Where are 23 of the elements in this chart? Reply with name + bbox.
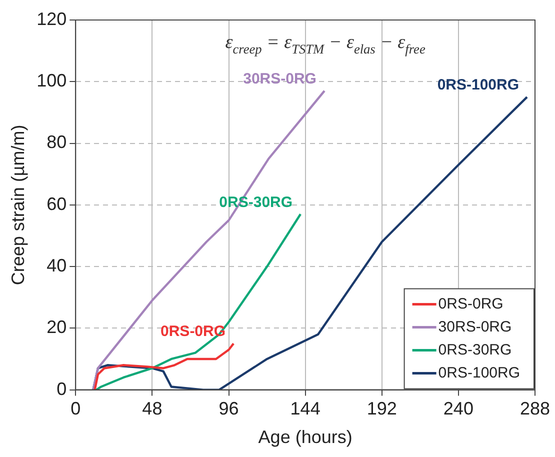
legend-label: 0RS-30RG [438,341,512,358]
legend-label: 0RS-100RG [438,364,520,382]
x-tick-label: 96 [218,398,239,419]
y-tick-label: 60 [46,194,67,214]
y-tick-label: 20 [46,317,67,338]
x-tick-label: 48 [142,398,162,419]
y-tick-label: 0 [56,378,67,399]
y-tick-label: 100 [36,70,67,91]
text: 0RS-100RG [437,76,520,94]
x-tick-label: 144 [290,398,320,419]
x-tick-label: 0 [70,398,81,419]
x-tick-label: 240 [443,398,474,419]
x-axis-title: Age (hours) [258,427,352,448]
text: 0RS-30RG [219,194,293,211]
legend-label: 0RS-0RG [438,295,504,312]
y-tick-label: 40 [46,256,67,276]
y-tick-label: 80 [46,132,67,152]
y-tick-label: 120 [36,8,67,29]
x-tick-label: 288 [520,398,550,419]
legend-label: 30RS-0RG [438,318,512,336]
x-tick-label: 192 [366,398,397,419]
text: 30RS-0RG [243,70,316,88]
y-axis-title: Creep strain (µm/m) [8,124,28,286]
